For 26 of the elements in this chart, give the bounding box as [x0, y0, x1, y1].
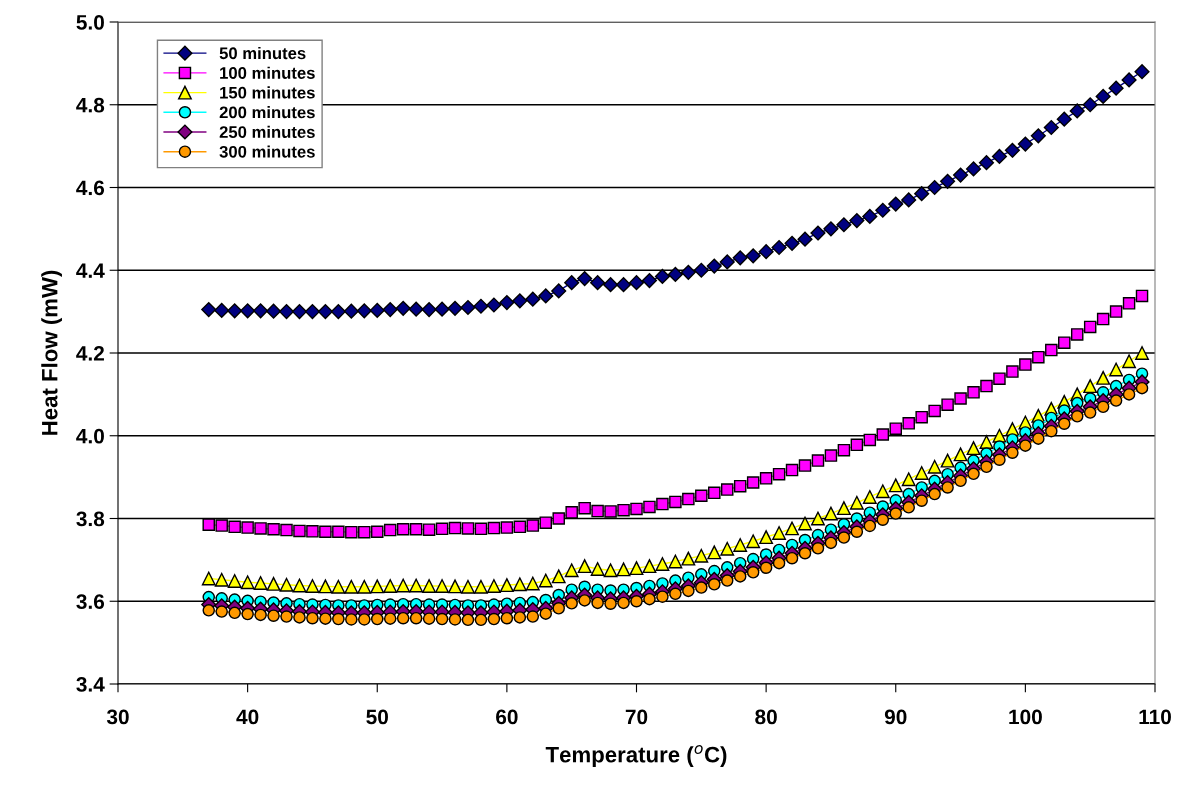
- x-tick-label: 30: [106, 709, 129, 725]
- x-tick-label: 50: [366, 709, 388, 725]
- y-tick-label: 3.4: [76, 677, 105, 692]
- legend-label: 200 minutes: [219, 106, 315, 119]
- x-tick-label: 100: [1009, 709, 1042, 725]
- legend-label: 50 minutes: [219, 46, 306, 60]
- y-tick-label: 4.0: [76, 428, 104, 444]
- y-tick-label: 4.4: [76, 263, 105, 278]
- x-tick-label: 70: [625, 709, 648, 725]
- x-tick-label: 60: [496, 709, 518, 725]
- legend-label: 250 minutes: [219, 125, 315, 138]
- x-tick-label: 110: [1139, 709, 1171, 725]
- y-tick-label: 4.2: [76, 346, 104, 361]
- y-tick-label: 3.8: [76, 511, 105, 527]
- legend-label: 300 minutes: [219, 145, 315, 158]
- legend-label: 150 minutes: [220, 86, 315, 99]
- y-tick-label: 3.6: [76, 594, 105, 610]
- y-tick-label: 4.8: [76, 97, 105, 113]
- y-tick-label: 5.0: [76, 15, 104, 30]
- legend-label: 100 minutes: [220, 66, 315, 79]
- x-axis-title: Temperature ($^{o}$C): [545, 745, 727, 767]
- x-tick-label: 90: [884, 709, 907, 725]
- x-tick-label: 40: [236, 709, 259, 725]
- y-tick-label: 4.6: [76, 180, 105, 196]
- y-axis-title: Heat Flow (mW): [41, 270, 62, 435]
- x-tick-label: 80: [755, 709, 777, 725]
